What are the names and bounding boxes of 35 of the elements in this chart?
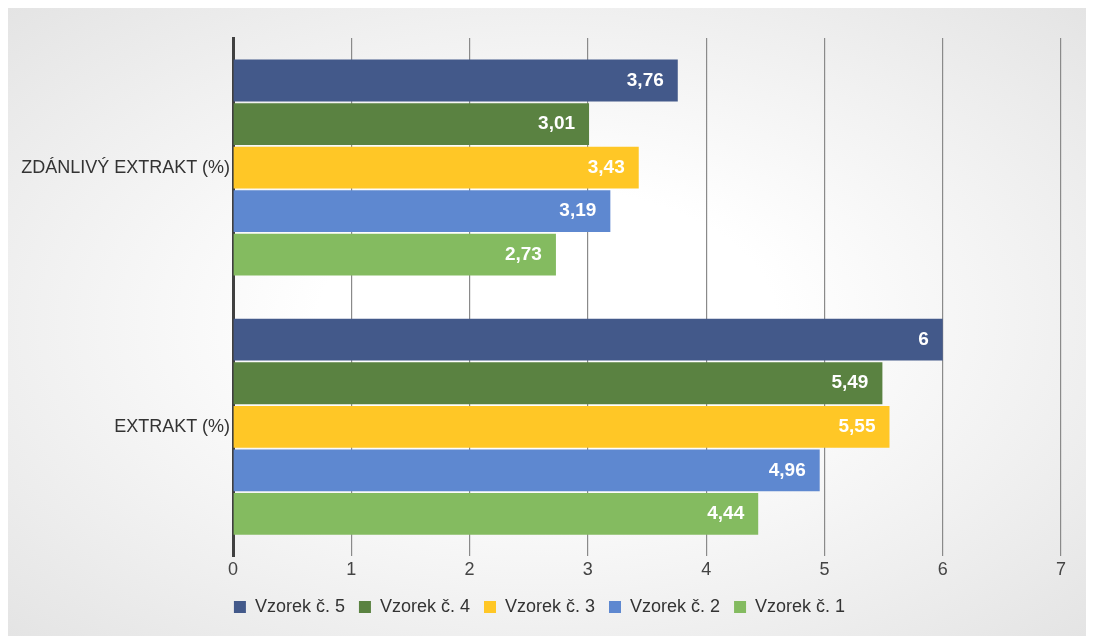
data-label: 3,43 bbox=[587, 155, 625, 177]
data-label: 3,76 bbox=[626, 68, 664, 90]
data-label: 5,55 bbox=[838, 415, 876, 437]
data-label: 4,44 bbox=[707, 502, 745, 524]
legend-label: Vzorek č. 4 bbox=[379, 595, 470, 616]
x-tick-label: 5 bbox=[819, 559, 830, 580]
legend-label: Vzorek č. 5 bbox=[254, 595, 345, 616]
legend-label: Vzorek č. 3 bbox=[504, 595, 596, 616]
bar bbox=[233, 362, 883, 405]
bar bbox=[233, 190, 611, 233]
legend-label: Vzorek č. 1 bbox=[755, 595, 846, 616]
y-tick-label: ZDÁNLIVÝ EXTRAKT (%) bbox=[21, 156, 231, 177]
x-tick-label: 2 bbox=[464, 559, 475, 580]
bar bbox=[233, 449, 820, 492]
bar bbox=[233, 492, 759, 535]
bar bbox=[233, 318, 943, 361]
x-tick-label: 7 bbox=[1055, 559, 1067, 580]
bar bbox=[233, 59, 678, 102]
x-tick-label: 1 bbox=[346, 559, 357, 580]
x-tick-label: 0 bbox=[228, 559, 239, 580]
data-label: 5,49 bbox=[831, 371, 869, 393]
data-label: 3,19 bbox=[559, 199, 597, 221]
x-tick-label: 4 bbox=[701, 559, 712, 580]
data-label: 3,01 bbox=[538, 112, 576, 134]
bar bbox=[233, 146, 639, 189]
bar bbox=[233, 405, 890, 448]
legend-label: Vzorek č. 2 bbox=[630, 595, 721, 616]
x-tick-label: 3 bbox=[582, 559, 593, 580]
data-label: 6 bbox=[918, 327, 929, 349]
data-label: 4,96 bbox=[768, 458, 806, 480]
bar bbox=[233, 103, 590, 145]
bar bbox=[233, 233, 556, 276]
x-tick-label: 6 bbox=[937, 559, 948, 580]
data-label: 2,73 bbox=[504, 242, 542, 264]
y-tick-label: EXTRAKT (%) bbox=[114, 415, 231, 436]
